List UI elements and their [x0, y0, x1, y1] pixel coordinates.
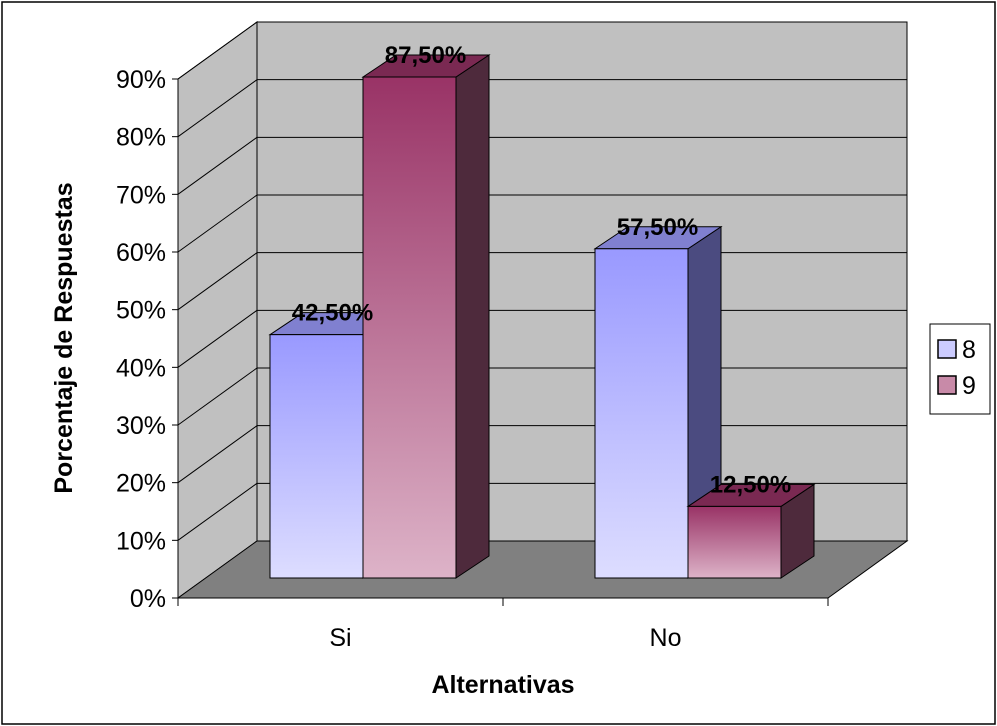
bar: [362, 76, 457, 579]
bar: [269, 334, 364, 579]
legend-swatch: [937, 339, 957, 359]
y-tick-label: 70%: [116, 181, 166, 209]
gridline-side: [177, 425, 258, 484]
x-axis-title: Alternativas: [431, 671, 574, 699]
data-label: 57,50%: [617, 214, 698, 241]
bar-side: [455, 54, 490, 579]
gridline-side: [177, 367, 258, 426]
y-tick-label: 0%: [130, 585, 166, 613]
data-label: 12,50%: [710, 471, 791, 498]
y-tick-label: 30%: [116, 412, 166, 440]
gridline-side: [177, 252, 258, 311]
y-tick-label: 60%: [116, 239, 166, 267]
x-tick-label: No: [650, 624, 682, 652]
y-tick-label: 90%: [116, 66, 166, 94]
bar: [594, 248, 689, 579]
legend-label: 9: [962, 372, 976, 400]
gridline-side: [177, 309, 258, 368]
gridline-side: [177, 79, 258, 138]
legend-label: 8: [962, 336, 976, 364]
y-tick-label: 40%: [116, 354, 166, 382]
y-tick-label: 80%: [116, 124, 166, 152]
y-tick-label: 10%: [116, 527, 166, 555]
legend-swatch: [937, 375, 957, 395]
y-axis-title: Porcentaje de Respuestas: [50, 182, 78, 493]
legend-box: [929, 323, 991, 415]
y-tick-label: 50%: [116, 297, 166, 325]
gridline-side: [177, 194, 258, 253]
data-label: 87,50%: [385, 42, 466, 69]
gridline-side: [177, 21, 258, 80]
x-tick-label: Si: [329, 624, 351, 652]
data-label: 42,50%: [292, 300, 373, 327]
y-tick-label: 20%: [116, 470, 166, 498]
gridline-side: [177, 136, 258, 195]
gridline-side: [177, 482, 258, 541]
bar: [687, 505, 782, 579]
